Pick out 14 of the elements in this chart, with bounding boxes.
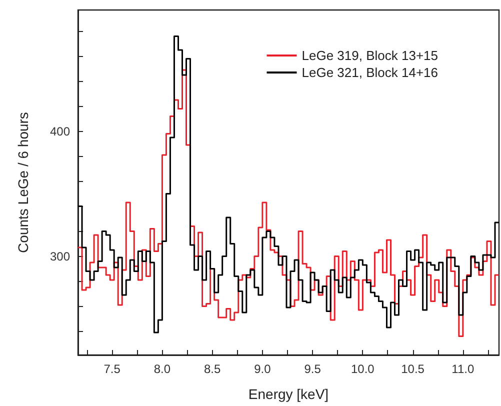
x-tick-label: 8.0	[154, 362, 171, 376]
x-tick-label: 10.0	[350, 362, 375, 376]
y-axis-title: Counts LeGe / 6 hours	[15, 112, 31, 253]
x-tick-label: 8.5	[204, 362, 221, 376]
x-tick-label: 9.0	[254, 362, 272, 376]
x-tick-label: 9.5	[304, 362, 322, 376]
x-tick-label: 11.0	[452, 362, 474, 376]
legend-label: LeGe 321, Block 14+16	[302, 65, 438, 80]
x-axis-title: Energy [keV]	[248, 386, 329, 402]
x-tick-label: 10.5	[401, 362, 425, 376]
legend-label: LeGe 319, Block 13+15	[302, 48, 438, 63]
x-tick-label: 7.5	[104, 362, 121, 376]
y-tick-label: 300	[50, 249, 70, 264]
y-tick-label: 400	[50, 124, 70, 138]
